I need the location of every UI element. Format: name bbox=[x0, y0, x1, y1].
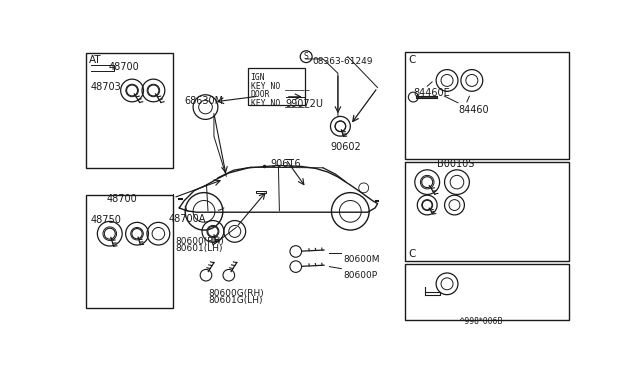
Text: 84460: 84460 bbox=[458, 105, 488, 115]
Text: 48750: 48750 bbox=[91, 215, 122, 225]
Text: 84460E: 84460E bbox=[413, 87, 450, 97]
Text: C: C bbox=[408, 55, 416, 65]
Text: B0010S: B0010S bbox=[437, 159, 474, 169]
Text: 80600(RH): 80600(RH) bbox=[175, 237, 224, 246]
Text: 99072U: 99072U bbox=[286, 99, 324, 109]
Bar bbox=[405, 52, 568, 159]
Text: 80601(LH): 80601(LH) bbox=[175, 244, 223, 253]
Text: DOOR: DOOR bbox=[251, 90, 270, 99]
Text: AT: AT bbox=[89, 55, 102, 65]
Text: 80600P: 80600P bbox=[343, 271, 377, 280]
Bar bbox=[405, 162, 568, 261]
Text: 80600M: 80600M bbox=[343, 255, 380, 264]
Text: 48703: 48703 bbox=[91, 82, 122, 92]
Bar bbox=[86, 53, 173, 168]
Text: 80600G(RH): 80600G(RH) bbox=[208, 289, 264, 298]
Text: ^998*006B: ^998*006B bbox=[458, 317, 502, 326]
Text: 48700: 48700 bbox=[107, 194, 138, 204]
Text: 48700A: 48700A bbox=[168, 214, 205, 224]
Bar bbox=[248, 68, 305, 105]
Text: 90602: 90602 bbox=[330, 142, 361, 152]
Text: 08363-61249: 08363-61249 bbox=[312, 57, 372, 66]
Text: C: C bbox=[408, 248, 416, 259]
Text: 90616: 90616 bbox=[271, 159, 301, 169]
Text: KEY NO _____: KEY NO _____ bbox=[251, 99, 309, 108]
Text: S: S bbox=[304, 52, 308, 61]
Bar bbox=[86, 195, 173, 308]
Text: IGN: IGN bbox=[251, 73, 265, 82]
Text: KEY NO _____: KEY NO _____ bbox=[251, 81, 309, 90]
Bar bbox=[405, 264, 568, 320]
Text: 80601G(LH): 80601G(LH) bbox=[208, 296, 262, 305]
Text: 68630M: 68630M bbox=[184, 96, 223, 106]
Text: 48700: 48700 bbox=[109, 62, 140, 72]
